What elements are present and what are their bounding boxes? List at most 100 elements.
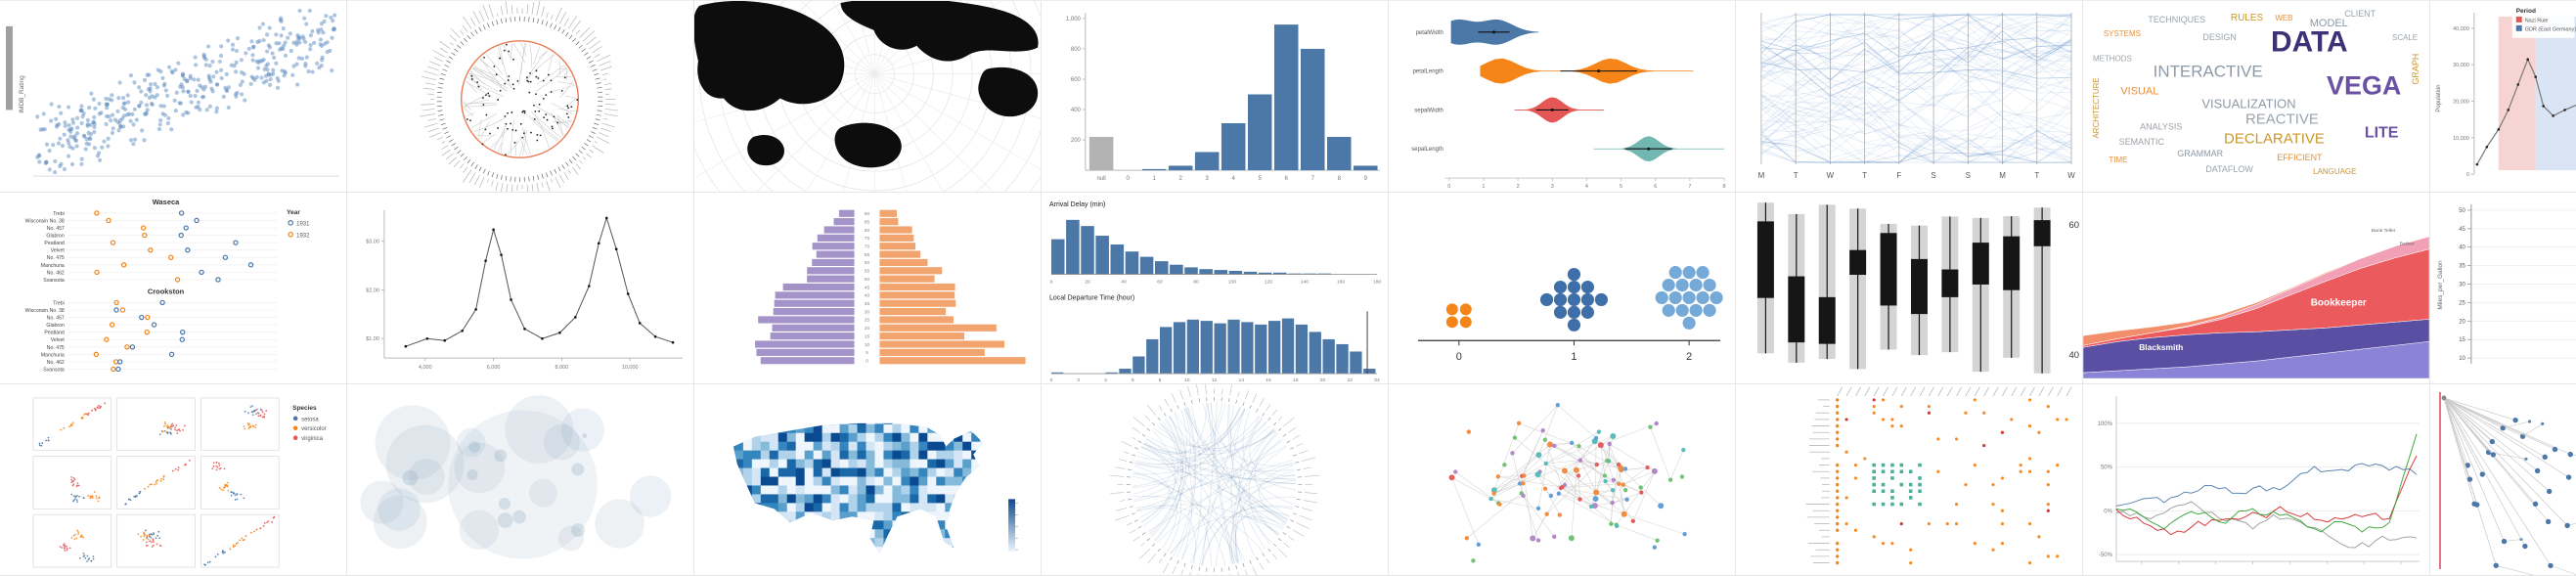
tile-dot-matrix[interactable] (1736, 384, 2083, 576)
tile-ranged-bars[interactable]: 60 40 (1736, 193, 2083, 384)
svg-text:$2.00: $2.00 (366, 288, 379, 293)
edge-bundling-thumbnail (1042, 384, 1388, 575)
svg-text:65: 65 (865, 252, 870, 258)
svg-text:50: 50 (2459, 208, 2465, 214)
svg-text:180: 180 (1373, 280, 1382, 286)
svg-text:DATAFLOW: DATAFLOW (2205, 164, 2253, 174)
svg-text:Peatland: Peatland (44, 241, 65, 246)
svg-text:W: W (2067, 171, 2075, 180)
tile-force-graph[interactable] (1389, 384, 1736, 576)
svg-text:Svansota: Svansota (43, 367, 65, 373)
svg-text:Trebi: Trebi (53, 211, 65, 217)
svg-text:25: 25 (865, 318, 870, 324)
svg-text:30: 30 (865, 309, 870, 315)
svg-text:20: 20 (2459, 319, 2465, 325)
svg-text:7: 7 (1688, 184, 1691, 190)
svg-text:Velvet: Velvet (51, 337, 66, 343)
svg-text:setosa: setosa (301, 417, 319, 422)
svg-text:800: 800 (1071, 47, 1082, 53)
svg-text:ANALYSIS: ANALYSIS (2140, 121, 2182, 131)
svg-text:T: T (2034, 171, 2039, 180)
svg-text:70: 70 (865, 244, 870, 250)
tile-edge-bundling[interactable] (1042, 384, 1389, 576)
svg-text:REACTIVE: REACTIVE (2245, 111, 2319, 127)
svg-text:RULES: RULES (2231, 13, 2264, 23)
svg-text:6: 6 (1654, 184, 1657, 190)
tile-packed-bubbles[interactable] (347, 384, 694, 576)
svg-text:LANGUAGE: LANGUAGE (2313, 167, 2356, 176)
tile-radial-tree[interactable] (347, 1, 694, 193)
world-map-polar-thumbnail (694, 1, 1041, 192)
svg-text:200: 200 (1071, 138, 1082, 144)
svg-text:VISUALIZATION: VISUALIZATION (2201, 96, 2295, 111)
svg-text:0: 0 (2466, 172, 2469, 178)
svg-text:8: 8 (1159, 377, 1162, 383)
svg-text:EFFICIENT: EFFICIENT (2277, 153, 2323, 162)
svg-text:15: 15 (865, 333, 870, 339)
falkensee-population-thumbnail: 010,00020,00030,00040,000PopulationPerio… (2430, 1, 2576, 192)
svg-text:0: 0 (1050, 377, 1053, 383)
svg-text:TECHNIQUES: TECHNIQUES (2148, 15, 2205, 24)
svg-text:1,000: 1,000 (1066, 17, 1082, 22)
svg-text:400: 400 (1071, 108, 1082, 113)
tile-us-choropleth[interactable] (694, 384, 1042, 576)
svg-text:22: 22 (1348, 377, 1354, 383)
svg-text:60: 60 (2068, 220, 2079, 231)
svg-text:virginica: virginica (301, 436, 324, 442)
svg-text:80: 80 (1193, 280, 1199, 286)
svg-text:Barber: Barber (2400, 242, 2415, 247)
svg-text:2: 2 (1517, 184, 1520, 190)
svg-text:2: 2 (1686, 351, 1692, 363)
svg-text:S: S (1931, 171, 1935, 180)
svg-text:40: 40 (2459, 245, 2465, 251)
svg-text:0: 0 (1447, 184, 1450, 190)
svg-text:Wisconsin No. 38: Wisconsin No. 38 (25, 218, 65, 224)
svg-text:TIME: TIME (2109, 155, 2127, 164)
tile-scatterplot[interactable]: IMDB_Rating (0, 1, 347, 193)
svg-text:VISUAL: VISUAL (2120, 86, 2158, 98)
svg-text:Population: Population (2436, 84, 2442, 111)
svg-text:CLIENT: CLIENT (2344, 9, 2376, 19)
svg-text:sepalLength: sepalLength (1411, 147, 1443, 153)
svg-text:2: 2 (1077, 377, 1080, 383)
svg-text:45: 45 (2459, 227, 2465, 233)
svg-text:30: 30 (2459, 283, 2465, 288)
svg-text:INTERACTIVE: INTERACTIVE (2154, 63, 2263, 81)
radial-tree-thumbnail (347, 1, 693, 192)
svg-text:40: 40 (2068, 350, 2079, 361)
svg-text:Period: Period (2516, 8, 2536, 15)
svg-text:$1.00: $1.00 (366, 336, 379, 342)
tile-multi-series-returns[interactable]: 100%50%0%-50% (2083, 384, 2430, 576)
multi-series-returns-thumbnail: 100%50%0%-50% (2083, 384, 2429, 575)
svg-text:Manchuria: Manchuria (41, 352, 65, 358)
svg-text:10: 10 (2459, 356, 2465, 362)
svg-text:SYSTEMS: SYSTEMS (2104, 29, 2141, 38)
svg-text:16: 16 (1266, 377, 1271, 383)
tile-tree-fan[interactable] (2430, 384, 2576, 576)
svg-text:W: W (1827, 171, 1835, 180)
tile-world-map-polar[interactable] (694, 1, 1042, 193)
svg-text:60: 60 (1157, 280, 1163, 286)
svg-text:3: 3 (1206, 176, 1210, 182)
svg-text:10,000: 10,000 (2453, 136, 2469, 142)
svg-text:No. 462: No. 462 (47, 270, 65, 276)
svg-text:Blacksmith: Blacksmith (2139, 342, 2183, 352)
